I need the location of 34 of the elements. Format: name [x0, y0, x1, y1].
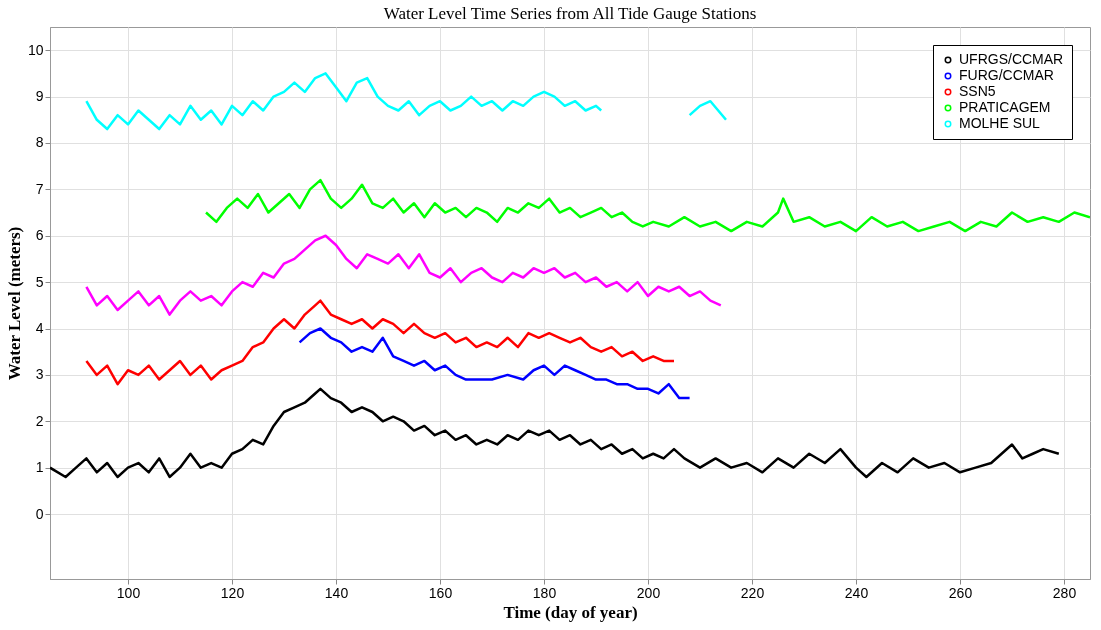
y-axis-title: Water Level (meters) [4, 226, 24, 381]
y-tick-label: 0 [35, 505, 44, 522]
line-series [50, 387, 1061, 479]
line-series [204, 178, 1090, 233]
y-tick-label: 9 [35, 88, 44, 105]
line-series [85, 299, 676, 386]
legend-label: MOLHE SUL [959, 115, 1041, 131]
x-tick-label: 120 [220, 584, 245, 601]
x-tick-label: 280 [1052, 584, 1077, 601]
legend-label: UFRGS/CCMAR [959, 51, 1064, 67]
y-tick-label: 1 [35, 459, 44, 476]
y-tick-label: 4 [35, 320, 44, 337]
x-tick-label: 200 [636, 584, 661, 601]
line-series [85, 234, 723, 316]
x-tick-label: 160 [428, 584, 453, 601]
x-tick-label: 180 [532, 584, 557, 601]
x-tick-label: 140 [324, 584, 349, 601]
legend-label: SSN5 [959, 83, 996, 99]
y-tick-label: 5 [35, 273, 44, 290]
y-tick-label: 8 [35, 134, 44, 151]
y-tick-label: 10 [27, 41, 44, 58]
y-tick-label: 7 [35, 180, 44, 197]
x-axis-title: Time (day of year) [503, 602, 638, 622]
x-tick-label: 240 [844, 584, 869, 601]
line-series [298, 327, 691, 400]
legend-label: FURG/CCMAR [959, 67, 1054, 83]
x-tick-label: 220 [740, 584, 765, 601]
chart-title: Water Level Time Series from All Tide Gauge Stations [383, 4, 757, 23]
x-tick-label: 100 [116, 584, 141, 601]
legend-label: PRATICAGEM [959, 99, 1051, 115]
y-tick-label: 6 [35, 227, 44, 244]
x-tick-label: 260 [948, 584, 973, 601]
y-tick-label: 2 [35, 412, 44, 429]
y-tick-label: 3 [35, 366, 44, 383]
